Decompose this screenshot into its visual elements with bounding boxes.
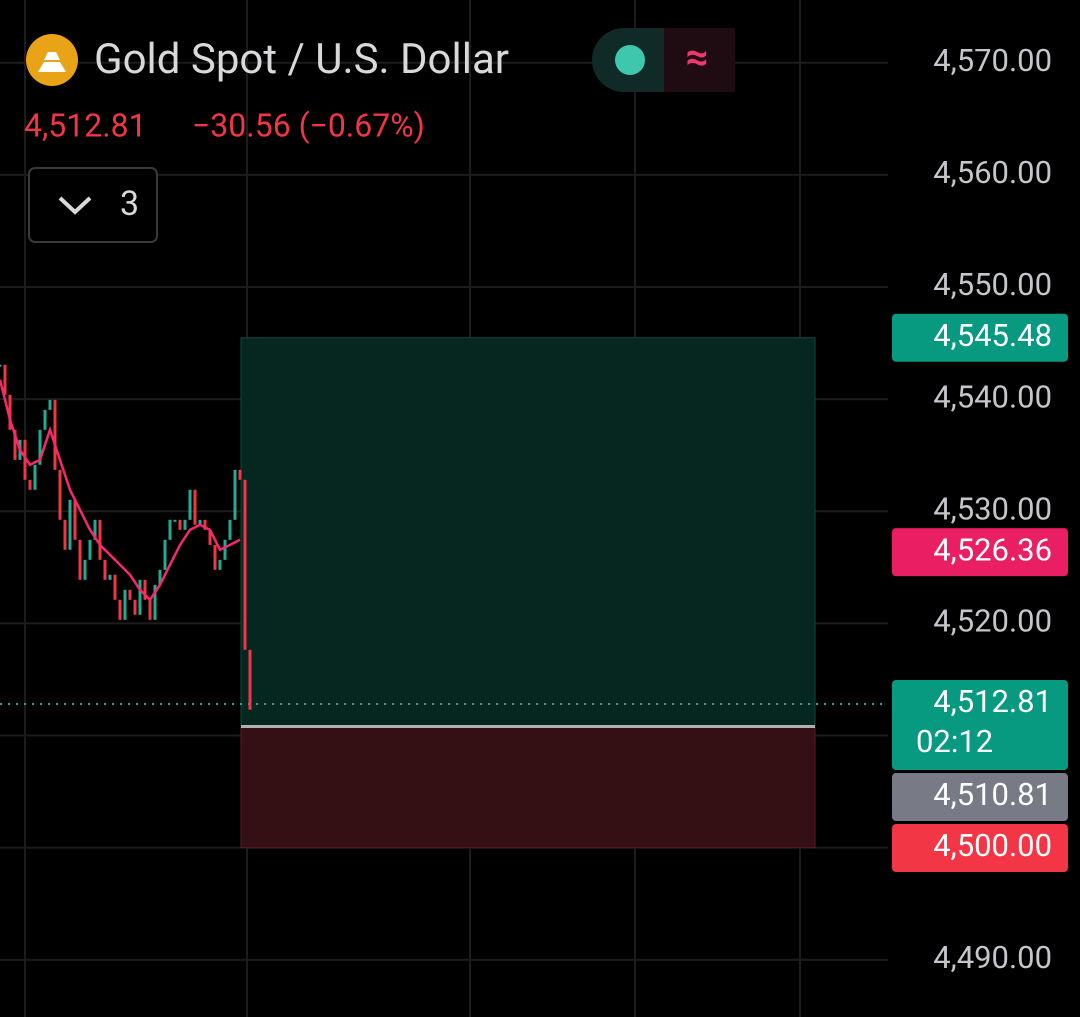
loss-zone xyxy=(240,725,816,849)
price-label: 4,500.00 xyxy=(933,827,1052,864)
candle xyxy=(78,539,82,580)
price-label-box xyxy=(892,528,1068,577)
toggle-right[interactable] xyxy=(664,28,735,92)
candle xyxy=(218,559,222,570)
candle xyxy=(118,599,122,620)
candle xyxy=(178,519,182,530)
candle xyxy=(68,499,72,550)
candle xyxy=(38,429,42,465)
candle xyxy=(143,579,147,600)
y-tick-label: 4,570.00 xyxy=(933,42,1052,79)
candle xyxy=(73,499,77,540)
plot xyxy=(0,337,888,849)
status-dot xyxy=(615,45,645,75)
candle xyxy=(193,489,197,525)
chevron xyxy=(58,196,92,215)
candle xyxy=(28,479,32,490)
candle xyxy=(88,539,92,560)
candle xyxy=(208,529,212,545)
price-label-box xyxy=(892,773,1068,822)
moving-average xyxy=(0,379,241,602)
candle xyxy=(133,599,137,615)
candle xyxy=(158,569,162,585)
candle xyxy=(188,489,192,520)
candle xyxy=(93,519,97,540)
candle xyxy=(168,519,172,540)
candle xyxy=(113,574,117,600)
candle xyxy=(183,519,187,530)
price-axis: 4,490.004,500.004,510.004,520.004,530.00… xyxy=(892,42,1068,976)
price-label: 4,510.81 xyxy=(933,776,1052,813)
candle xyxy=(53,399,57,470)
candle xyxy=(23,439,27,480)
y-tick-label: 4,560.00 xyxy=(933,154,1052,191)
candle xyxy=(198,519,202,525)
candle xyxy=(13,429,17,460)
candle xyxy=(173,519,177,522)
price-label-box xyxy=(892,680,1068,771)
price-change: −30.56 (−0.67%) xyxy=(192,106,425,144)
price-label: 4,545.48 xyxy=(933,317,1052,354)
y-tick-label: 4,520.00 xyxy=(933,603,1052,640)
y-tick-label: 4,490.00 xyxy=(933,939,1052,976)
indicator-count: 3 xyxy=(120,184,139,224)
y-tick-label: 4,530.00 xyxy=(933,490,1052,527)
candle xyxy=(33,464,37,490)
gold-icon-bars xyxy=(38,52,66,72)
approx-icon: ≈ xyxy=(685,34,708,81)
candle xyxy=(163,539,167,570)
price-label-box xyxy=(892,824,1068,873)
candle xyxy=(213,544,217,570)
candle xyxy=(238,469,242,480)
candle xyxy=(43,409,47,430)
y-tick-label: 4,550.00 xyxy=(933,266,1052,303)
candle xyxy=(3,364,7,395)
price-label: 4,526.36 xyxy=(933,531,1052,568)
candle xyxy=(138,579,142,615)
candle xyxy=(108,574,112,580)
price-label-box xyxy=(892,313,1068,362)
candle xyxy=(123,589,127,620)
indicator-toggle[interactable] xyxy=(28,167,158,243)
candle xyxy=(128,589,132,600)
candle xyxy=(98,519,102,560)
candle xyxy=(58,469,62,520)
candle xyxy=(0,364,2,367)
candle xyxy=(103,559,107,580)
candle xyxy=(153,584,157,620)
y-tick-label: 4,540.00 xyxy=(933,378,1052,415)
candle xyxy=(223,539,227,560)
candle xyxy=(243,479,247,650)
price-label: 4,512.81 xyxy=(933,683,1052,720)
candle xyxy=(8,394,12,430)
countdown: 02:12 xyxy=(916,723,993,760)
candle xyxy=(83,559,87,580)
profit-zone xyxy=(240,337,816,727)
last-price: 4,512.81 xyxy=(24,106,147,144)
candle xyxy=(48,399,52,410)
candle xyxy=(63,519,67,550)
candle xyxy=(228,519,232,540)
candle xyxy=(148,599,152,620)
candle xyxy=(248,649,252,710)
candle xyxy=(233,469,237,520)
symbol-title: Gold Spot / U.S. Dollar xyxy=(94,35,509,84)
header: Gold Spot / U.S. Dollar ≈ 4,512.81 −30.5… xyxy=(24,28,735,243)
candle xyxy=(203,519,207,530)
